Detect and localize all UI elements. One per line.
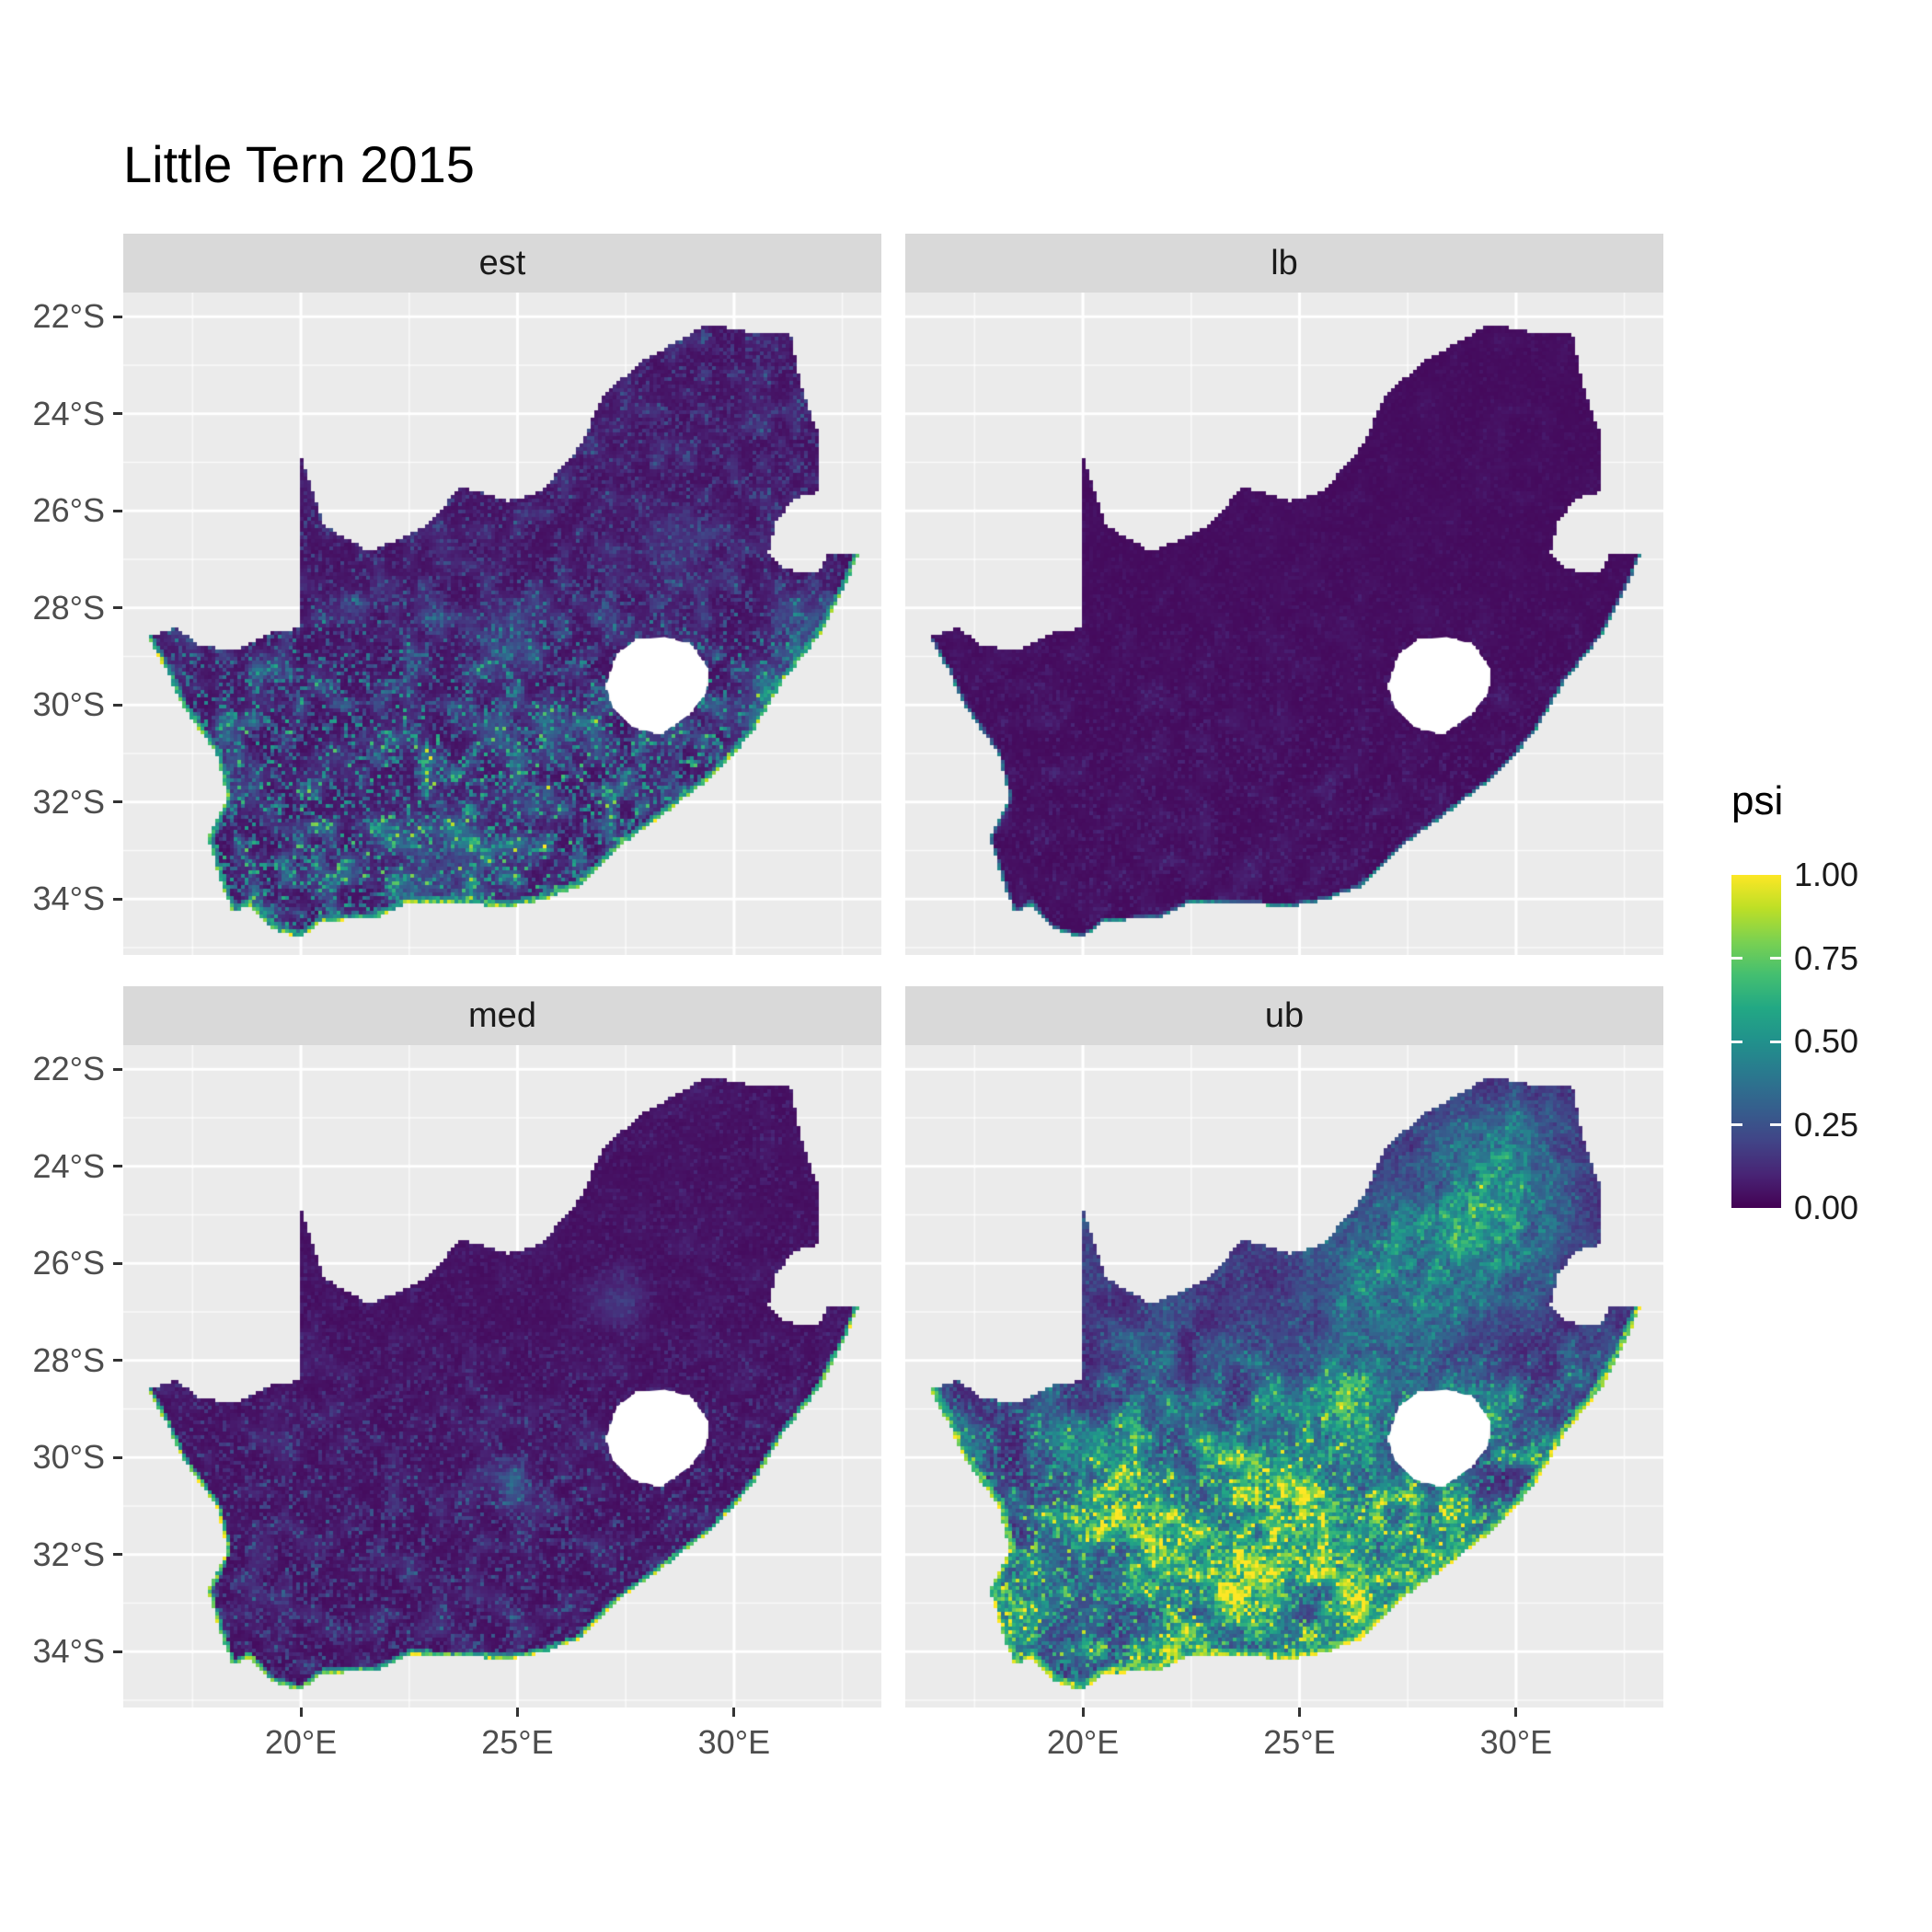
y-axis-label: 24°S xyxy=(32,394,105,432)
legend-title: psi xyxy=(1731,778,1784,823)
facet-strip-label-lb: lb xyxy=(1271,243,1298,282)
facet-panel-lb xyxy=(905,293,1663,955)
plot-title: Little Tern 2015 xyxy=(123,135,475,193)
y-axis-tick xyxy=(113,800,122,804)
x-axis-tick xyxy=(1514,1708,1518,1717)
x-axis-label: 25°E xyxy=(1263,1723,1336,1761)
colorbar-tick xyxy=(1731,1123,1742,1126)
y-axis-label: 30°S xyxy=(32,1438,105,1477)
y-axis-label: 28°S xyxy=(32,1340,105,1379)
y-axis-tick xyxy=(113,703,122,707)
x-axis-label: 30°E xyxy=(697,1723,771,1761)
facet-raster-lb xyxy=(905,293,1663,955)
facet-strip-label-est: est xyxy=(478,243,526,282)
facet-strip-med: med xyxy=(123,986,881,1045)
y-axis-label: 22°S xyxy=(32,1050,105,1088)
colorbar-tick xyxy=(1731,1040,1742,1043)
legend-label: 0.50 xyxy=(1794,1022,1859,1060)
y-axis-tick xyxy=(113,897,122,901)
facet-strip-ub: ub xyxy=(905,986,1663,1045)
x-axis-tick xyxy=(1081,1708,1085,1717)
facet-panel-med xyxy=(123,1045,881,1708)
y-axis-tick xyxy=(113,509,122,512)
legend-colorbar xyxy=(1731,875,1781,1208)
y-axis-label: 22°S xyxy=(32,297,105,336)
x-axis-label: 25°E xyxy=(481,1723,554,1761)
y-axis-tick xyxy=(113,1455,122,1459)
legend-label: 0.25 xyxy=(1794,1105,1859,1144)
colorbar-tick xyxy=(1731,957,1742,960)
x-axis-tick xyxy=(299,1708,303,1717)
y-axis-tick xyxy=(113,606,122,610)
y-axis-label: 26°S xyxy=(32,1244,105,1282)
legend-label: 1.00 xyxy=(1794,856,1859,893)
x-axis-label: 30°E xyxy=(1479,1723,1553,1761)
y-axis-label: 32°S xyxy=(32,1535,105,1573)
legend-label: 0.00 xyxy=(1794,1189,1859,1226)
y-axis-label: 26°S xyxy=(32,491,105,530)
facet-raster-ub xyxy=(905,1045,1663,1708)
facet-panel-ub xyxy=(905,1045,1663,1708)
x-axis-tick xyxy=(732,1708,736,1717)
legend-label: 0.75 xyxy=(1794,938,1859,977)
x-axis-tick xyxy=(515,1708,519,1717)
y-axis-tick xyxy=(113,1359,122,1363)
facet-strip-label-ub: ub xyxy=(1264,995,1305,1035)
y-axis-tick xyxy=(113,1650,122,1653)
facet-strip-label-med: med xyxy=(468,995,536,1035)
colorbar-tick xyxy=(1770,1123,1781,1126)
y-axis-tick xyxy=(113,315,122,318)
y-axis-label: 24°S xyxy=(32,1146,105,1185)
colorbar-tick xyxy=(1770,957,1781,960)
y-axis-tick xyxy=(113,412,122,416)
y-axis-tick xyxy=(113,1261,122,1265)
y-axis-tick xyxy=(113,1067,122,1071)
x-axis-label: 20°E xyxy=(1046,1723,1120,1761)
y-axis-label: 30°S xyxy=(32,685,105,724)
facet-strip-est: est xyxy=(123,234,881,293)
y-axis-label: 32°S xyxy=(32,782,105,821)
facet-panel-est xyxy=(123,293,881,955)
y-axis-label: 28°S xyxy=(32,588,105,627)
x-axis-label: 20°E xyxy=(264,1723,338,1761)
y-axis-label: 34°S xyxy=(32,880,105,918)
facet-strip-lb: lb xyxy=(905,234,1663,293)
y-axis-label: 34°S xyxy=(32,1632,105,1671)
colorbar-tick xyxy=(1770,1040,1781,1043)
facet-raster-est xyxy=(123,293,881,955)
y-axis-tick xyxy=(113,1553,122,1557)
y-axis-tick xyxy=(113,1165,122,1168)
facet-raster-med xyxy=(123,1045,881,1708)
x-axis-tick xyxy=(1297,1708,1301,1717)
